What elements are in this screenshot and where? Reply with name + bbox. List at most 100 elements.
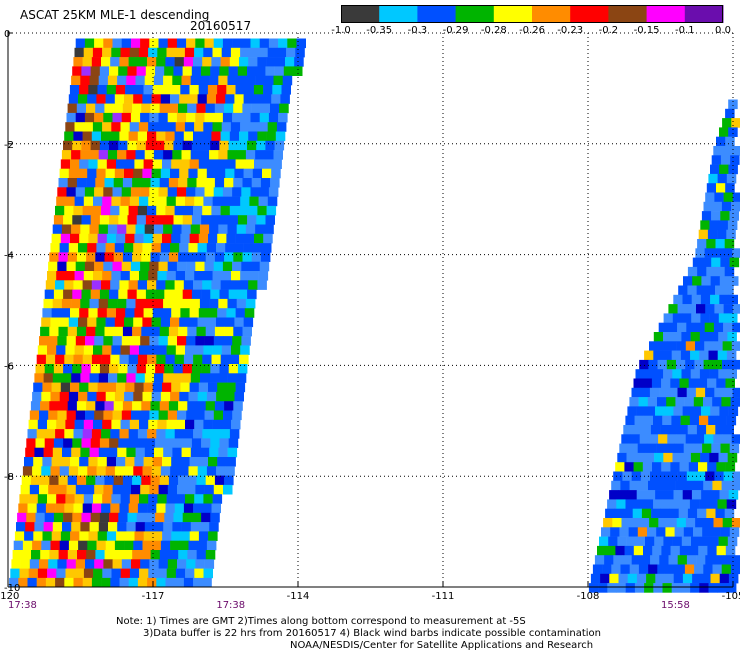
heatmap-cell (137, 577, 148, 588)
heatmap-cell (686, 322, 696, 333)
heatmap-cell (218, 373, 228, 383)
heatmap-cell (115, 85, 126, 95)
heatmap-cell (164, 215, 174, 225)
heatmap-cell (656, 443, 666, 454)
heatmap-cell (275, 131, 286, 142)
heatmap-cell (157, 419, 167, 430)
heatmap-cell (259, 38, 270, 49)
heatmap-cell (94, 559, 104, 569)
heatmap-cell (197, 317, 208, 328)
heatmap-cell (52, 224, 63, 235)
heatmap-cell (722, 341, 733, 351)
heatmap-cell (73, 429, 83, 439)
heatmap-cell (696, 285, 707, 296)
heatmap-cell (102, 271, 112, 281)
heatmap-cell (601, 527, 611, 537)
heatmap-cell (717, 350, 728, 361)
heatmap-cell (142, 466, 152, 476)
heatmap-cell (151, 243, 162, 253)
heatmap-cell (48, 484, 58, 495)
heatmap-cell (79, 308, 89, 318)
heatmap-cell (655, 406, 665, 416)
heatmap-cell (727, 332, 737, 342)
colorbar-segment (684, 5, 724, 23)
heatmap-cell (127, 215, 137, 225)
heatmap-cell (262, 94, 272, 104)
heatmap-cell (159, 178, 170, 188)
heatmap-cell (131, 410, 141, 421)
heatmap-cell (263, 85, 273, 95)
heatmap-cell (648, 434, 659, 444)
heatmap-cell (690, 452, 701, 463)
heatmap-cell (662, 415, 672, 426)
heatmap-cell (59, 168, 70, 179)
heatmap-cell (719, 406, 729, 416)
heatmap-cell (72, 512, 82, 523)
heatmap-cell (152, 85, 163, 95)
heatmap-cell (183, 354, 194, 365)
heatmap-cell (705, 555, 715, 565)
y-tick-label: -2 (4, 140, 14, 151)
heatmap-cell (90, 438, 101, 448)
heatmap-cell (168, 178, 179, 188)
heatmap-cell (50, 317, 60, 328)
heatmap-cell (197, 94, 208, 104)
heatmap-cell (74, 47, 84, 58)
heatmap-cell (242, 178, 252, 188)
heatmap-cell (193, 354, 203, 365)
heatmap-cell (270, 103, 280, 114)
heatmap-cell (101, 131, 111, 142)
heatmap-cell (728, 127, 738, 137)
heatmap-cell (91, 503, 102, 514)
heatmap-cell (68, 168, 79, 179)
heatmap-cell (64, 577, 74, 588)
heatmap-cell (171, 382, 181, 393)
heatmap-cell (106, 233, 117, 244)
heatmap-cell (732, 304, 740, 314)
heatmap-cell (166, 419, 177, 430)
heatmap-cell (731, 341, 740, 351)
heatmap-cell (136, 215, 147, 225)
heatmap-cell (662, 350, 672, 361)
heatmap-cell (48, 261, 58, 272)
heatmap-cell (709, 369, 719, 379)
heatmap-cell (66, 187, 76, 197)
heatmap-cell (213, 112, 224, 123)
heatmap-cell (142, 94, 152, 104)
heatmap-cell (65, 196, 75, 207)
heatmap-cell (96, 317, 106, 328)
heatmap-cell (152, 233, 163, 244)
heatmap-cell (47, 419, 57, 430)
heatmap-cell (690, 350, 700, 361)
heatmap-cell (220, 205, 231, 216)
heatmap-cell (728, 573, 739, 584)
heatmap-cell (193, 280, 203, 290)
heatmap-cell (143, 531, 154, 541)
heatmap-cell (714, 192, 724, 203)
heatmap-cell (183, 280, 194, 290)
heatmap-cell (673, 406, 683, 416)
heatmap-cell (131, 336, 141, 346)
heatmap-cell (49, 252, 59, 262)
heatmap-cell (57, 187, 67, 197)
heatmap-cell (224, 252, 234, 262)
heatmap-cell (178, 103, 188, 114)
heatmap-cell (166, 271, 177, 281)
heatmap-cell (729, 276, 739, 286)
heatmap-cell (651, 508, 661, 519)
heatmap-cell (621, 434, 631, 444)
heatmap-cell (149, 410, 159, 421)
heatmap-cell (186, 410, 196, 421)
heatmap-cell (705, 387, 715, 398)
heatmap-cell (134, 233, 144, 244)
heatmap-cell (90, 289, 101, 300)
heatmap-cell (129, 494, 140, 504)
heatmap-cell (144, 522, 155, 532)
heatmap-cell (619, 443, 629, 454)
heatmap-cell (609, 573, 619, 584)
heatmap-cell (53, 289, 64, 300)
heatmap-cell (208, 159, 218, 169)
heatmap-cell (641, 508, 652, 519)
heatmap-cell (39, 484, 49, 495)
heatmap-cell (728, 490, 739, 500)
